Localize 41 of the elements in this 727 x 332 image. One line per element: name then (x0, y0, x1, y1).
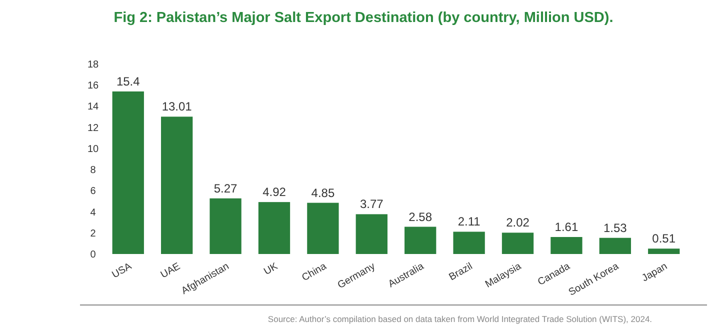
y-tick-label: 18 (87, 60, 99, 70)
y-tick-label: 12 (87, 122, 99, 134)
y-tick-label: 4 (90, 207, 96, 218)
bar (599, 238, 631, 254)
bar (161, 116, 193, 254)
bar (112, 91, 144, 254)
data-label: 1.53 (603, 220, 628, 235)
data-label: 1.61 (554, 220, 578, 234)
data-label: 2.02 (506, 216, 530, 230)
data-label: 0.51 (652, 232, 676, 246)
bar (404, 226, 436, 254)
x-tick-label: USA (110, 260, 134, 281)
data-label: 4.92 (262, 185, 286, 200)
x-tick-label: UK (262, 260, 280, 278)
data-label: 4.85 (311, 186, 335, 200)
data-label: 3.77 (360, 197, 384, 212)
data-label: 13.01 (162, 100, 192, 114)
y-tick-label: 0 (90, 250, 96, 260)
x-tick-label: China (300, 260, 329, 284)
y-tick-label: 14 (87, 102, 99, 113)
x-tick-label: UAE (159, 260, 183, 281)
y-tick-label: 16 (87, 80, 99, 92)
bar (307, 202, 339, 254)
data-label: 2.11 (458, 214, 481, 229)
x-tick-label: Japan (640, 261, 670, 284)
bar (502, 232, 534, 254)
bar (648, 248, 680, 254)
data-label: 2.58 (408, 210, 432, 224)
bar (550, 237, 582, 254)
y-tick-label: 8 (90, 165, 96, 176)
y-tick-label: 2 (90, 228, 96, 240)
bar (210, 198, 242, 254)
chart-title: Fig 2: Pakistan’s Major Salt Export Destination (by country, Million USD). (114, 10, 614, 26)
y-tick-label: 10 (87, 144, 99, 155)
bar (258, 202, 290, 254)
data-label: 15.4 (116, 74, 140, 88)
bar (453, 232, 485, 254)
data-label: 5.27 (214, 181, 238, 196)
bar (356, 214, 388, 254)
source-note: Source: Author’s compilation based on data taken from World Integrated Trade Solution (WITS), 2024. (268, 314, 652, 324)
y-tick-label: 6 (90, 186, 96, 198)
